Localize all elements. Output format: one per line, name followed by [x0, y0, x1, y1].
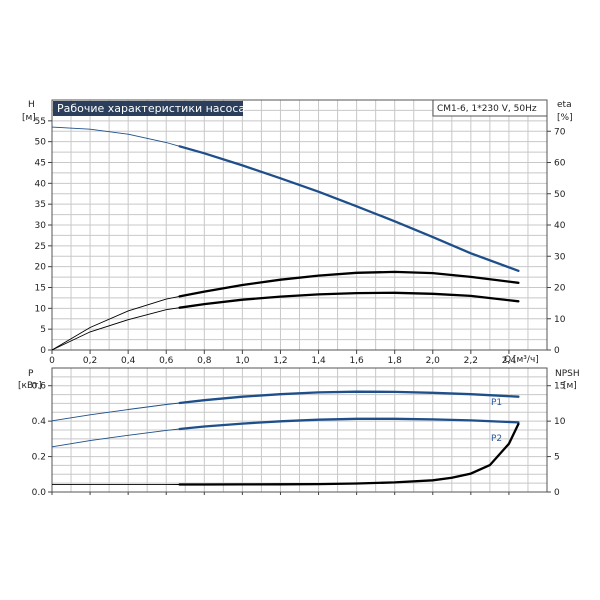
x-tick-label: 2,0 [426, 356, 441, 366]
y-tick-label-left-bottom: 0.6 [32, 382, 47, 392]
y-label-left-bottom: P [28, 369, 34, 379]
y-tick-label-left: 40 [35, 179, 47, 189]
x-tick-label: 0 [49, 356, 55, 366]
y-unit-left-top: [м] [22, 113, 36, 123]
chart-title: Рабочие характеристики насоса [57, 102, 245, 115]
x-tick-label: 2,4 [502, 356, 517, 366]
y-label-left-top: H [28, 100, 35, 110]
y-tick-label-right: 70 [554, 127, 566, 137]
x-tick-label: 0,2 [83, 356, 97, 366]
x-tick-label: 1,4 [311, 356, 326, 366]
power-p1-curve-bold [178, 390, 520, 405]
y-tick-label-right-bottom: 15 [554, 382, 565, 392]
y-tick-label-right: 50 [554, 190, 566, 200]
title-box [53, 101, 243, 116]
y-tick-label-right: 60 [554, 159, 566, 169]
y-tick-label-left: 25 [35, 242, 46, 252]
x-tick-label: 0,4 [121, 356, 136, 366]
y-tick-label-left: 20 [35, 263, 47, 273]
y-tick-label-left: 50 [35, 138, 47, 148]
info-text: CM1-6, 1*230 V, 50Hz [437, 104, 537, 114]
efficiency-curve-2-bold [178, 291, 520, 309]
efficiency-curve-2-thin [51, 307, 180, 351]
series-label-p1: P1 [491, 398, 502, 408]
y-tick-label-right-bottom: 0 [554, 488, 560, 498]
x-tick-label: 1,0 [235, 356, 250, 366]
top-grid [52, 100, 547, 350]
series-label-p2: P2 [491, 434, 502, 444]
y-unit-right-top: [%] [557, 113, 573, 123]
x-unit: [м³/ч] [513, 355, 539, 365]
bottom-grid [52, 368, 547, 492]
top-ticks: 0 0,2 0,4 0,6 0,8 1,0 1,2 1,4 1,6 1,8 2,0 2,2 2,4 0 5 1… [35, 117, 566, 366]
top-panel: 0 0,2 0,4 0,6 0,8 1,0 1,2 1,4 1,6 1,8 2,0 2,2 2,4 0 5 1… [22, 99, 573, 366]
x-tick-label: 1,8 [388, 356, 403, 366]
y-label-right-bottom: NPSH [555, 369, 580, 379]
y-tick-label-left-bottom: 0.4 [32, 417, 47, 427]
y-label-right-top: eta [557, 100, 572, 110]
top-series-group [51, 126, 520, 351]
y-tick-label-right: 30 [554, 252, 566, 262]
power-p1-curve-thin [51, 402, 180, 422]
y-unit-left-bottom: [кВт] [18, 381, 42, 391]
y-tick-label-left: 30 [35, 221, 47, 231]
power-p2-curve-thin [51, 428, 180, 448]
bottom-plot-frame [51, 367, 548, 493]
y-tick-label-right: 0 [554, 346, 560, 356]
y-tick-label-right-bottom: 10 [554, 417, 566, 427]
x-tick-label: 1,6 [349, 356, 364, 366]
y-tick-label-left: 5 [40, 325, 46, 335]
info-box [432, 99, 548, 117]
head-curve-thin [51, 126, 180, 147]
y-tick-label-left: 0 [40, 346, 46, 356]
y-unit-right-bottom: [м] [563, 381, 577, 391]
x-tick-label: 2,2 [464, 356, 478, 366]
y-tick-label-left: 35 [35, 200, 46, 210]
efficiency-curve-1-bold [178, 270, 520, 298]
efficiency-curve-1-thin [51, 295, 180, 351]
y-tick-label-left: 45 [35, 159, 46, 169]
x-label: Q [504, 355, 511, 365]
bottom-series-group [51, 390, 520, 486]
y-tick-label-right: 40 [554, 221, 566, 231]
y-tick-label-right: 20 [554, 284, 566, 294]
x-tick-label: 1,2 [273, 356, 287, 366]
y-tick-label-left: 55 [35, 117, 46, 127]
y-tick-label-left-bottom: 0.2 [32, 453, 46, 463]
bottom-ticks: 0.0 0.2 0.4 0.6 0 5 10 15 [32, 382, 566, 498]
power-p2-curve-bold [178, 417, 520, 431]
x-tick-label: 0,8 [197, 356, 212, 366]
x-tick-label: 0,6 [159, 356, 174, 366]
y-tick-label-right: 10 [554, 315, 566, 325]
y-tick-label-right-bottom: 5 [554, 453, 560, 463]
y-tick-label-left-bottom: 0.0 [32, 488, 47, 498]
head-curve-bold [178, 145, 520, 272]
bottom-panel: 0.0 0.2 0.4 0.6 0 5 10 15 P [кВт] NPSH [м] P1 P… [18, 367, 580, 498]
y-tick-label-left: 10 [35, 304, 47, 314]
y-tick-label-left: 15 [35, 284, 46, 294]
npsh-curve-bold [178, 422, 520, 486]
